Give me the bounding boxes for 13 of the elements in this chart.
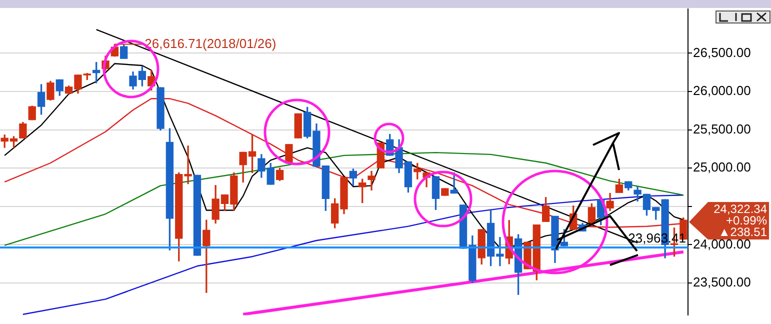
y-tick-label: 25,000.00 bbox=[693, 160, 751, 175]
text: 24,322.34 bbox=[714, 202, 768, 216]
candlestick bbox=[441, 188, 449, 196]
y-tick-label: 26,500.00 bbox=[693, 44, 751, 60]
y-tick-label: 26,000.00 bbox=[693, 83, 751, 98]
text: +0.99% bbox=[726, 213, 768, 228]
annotation: 26,616.71(2018/01/26) bbox=[144, 36, 276, 51]
candlestick bbox=[285, 144, 293, 164]
y-tick-label: 25,500.00 bbox=[693, 121, 751, 136]
y-tick-label: 23,500.00 bbox=[693, 274, 751, 290]
candlestick bbox=[294, 113, 302, 138]
y-tick-label: 24,000.00 bbox=[693, 236, 751, 252]
text: ▲238.51 bbox=[718, 224, 768, 239]
